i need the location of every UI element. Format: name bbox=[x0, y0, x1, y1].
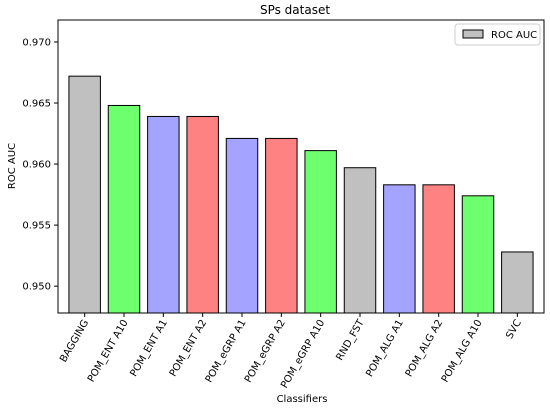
bar-pom-ent-a2 bbox=[186, 115, 219, 314]
x-tick-label: POM_ALG A2 bbox=[404, 318, 446, 379]
legend-label: ROC AUC bbox=[491, 30, 537, 41]
x-tick-label: POM_eGRP A10 bbox=[279, 318, 327, 390]
x-tick-label: POM_ENT A2 bbox=[168, 318, 209, 379]
chart-title: SPs dataset bbox=[260, 3, 330, 17]
bar-bagging bbox=[68, 75, 101, 314]
bar-rnd-fst bbox=[343, 167, 377, 314]
x-tick-label: SVC bbox=[504, 318, 524, 341]
legend: ROC AUC bbox=[454, 23, 541, 46]
bar-pom-ent-a1 bbox=[147, 115, 180, 314]
bar-pom-ent-a10 bbox=[107, 104, 141, 314]
legend-swatch bbox=[462, 29, 484, 39]
bar-pom-alg-a10 bbox=[461, 195, 495, 314]
y-axis: 0.950 0.955 0.960 0.965 0.970 bbox=[22, 37, 58, 293]
bar-pom-alg-a2 bbox=[422, 184, 455, 314]
plot-frame bbox=[57, 19, 545, 314]
y-tick-label: 0.960 bbox=[22, 160, 51, 171]
y-axis-label: ROC AUC bbox=[7, 143, 18, 189]
x-tick-label: POM_eGRP A2 bbox=[243, 318, 288, 385]
bar-pom-egrp-a10 bbox=[304, 150, 337, 314]
bar-pom-egrp-a2 bbox=[265, 137, 298, 314]
x-axis-label: Classifiers bbox=[277, 394, 328, 405]
x-tick-label: RND_FST bbox=[334, 317, 367, 362]
x-tick-label: POM_ALG A1 bbox=[364, 318, 406, 379]
y-tick-label: 0.950 bbox=[22, 282, 51, 293]
legend-box bbox=[454, 23, 541, 46]
x-tick-label: BAGGING bbox=[58, 318, 91, 364]
x-tick-label: POM_ENT A10 bbox=[86, 318, 131, 384]
y-tick-label: 0.965 bbox=[22, 99, 51, 110]
y-tick-label: 0.955 bbox=[22, 221, 51, 232]
bar-pom-alg-a1 bbox=[383, 184, 416, 314]
y-tick-label: 0.970 bbox=[22, 37, 51, 48]
x-tick-label: POM_eGRP A1 bbox=[204, 318, 249, 385]
bars-group bbox=[68, 75, 534, 314]
bar-svc bbox=[501, 251, 534, 314]
x-tick-label: POM_ENT A1 bbox=[128, 318, 169, 379]
x-tick-label: POM_ALG A10 bbox=[440, 318, 485, 385]
bar-pom-egrp-a1 bbox=[225, 137, 259, 314]
